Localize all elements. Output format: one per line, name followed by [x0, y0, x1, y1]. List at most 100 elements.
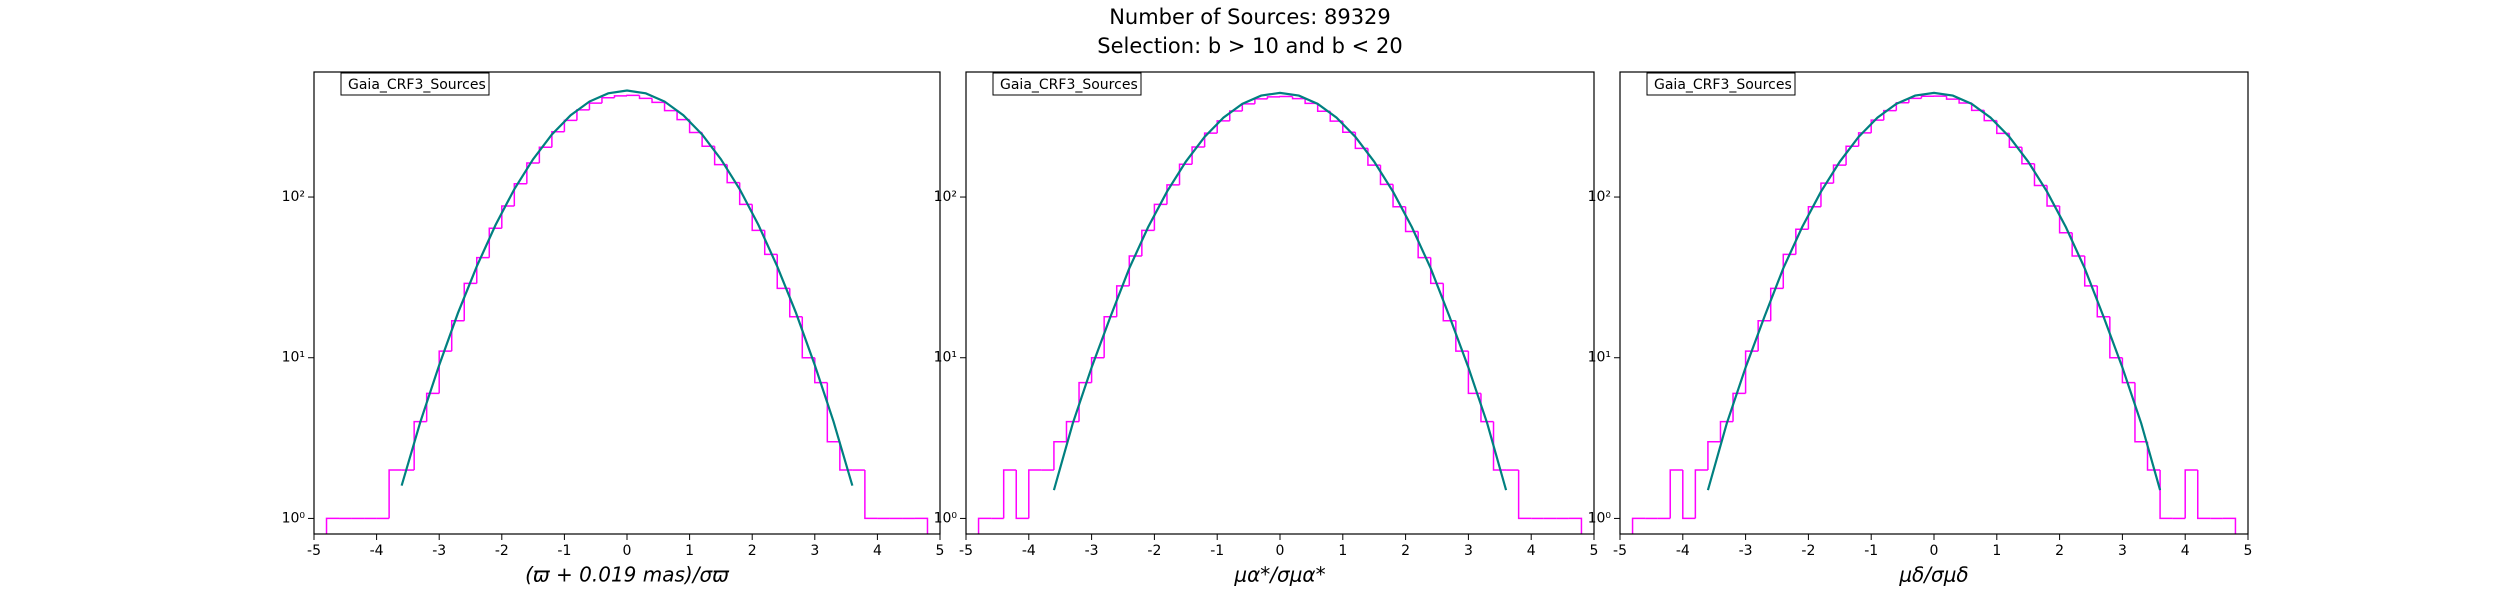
histogram-bin	[1115, 285, 1130, 317]
legend-box	[992, 72, 1142, 96]
histogram-bin	[1807, 206, 1821, 230]
histogram-bin	[864, 470, 878, 520]
y-tick-label: 10²	[934, 189, 957, 205]
histogram-bin	[1153, 203, 1167, 231]
x-tick-label: 4	[873, 543, 882, 559]
histogram-bin	[563, 119, 577, 132]
histogram-bin	[1631, 517, 1646, 534]
histogram-bin	[688, 119, 703, 134]
histogram-bin	[1492, 421, 1507, 471]
x-tick-label: -1	[557, 543, 571, 559]
histogram-bin	[1241, 103, 1255, 112]
histogram-bin	[576, 109, 590, 121]
histogram-bin	[513, 182, 527, 206]
x-tick-label: -4	[370, 543, 384, 559]
y-tick-label: 10¹	[282, 350, 305, 366]
histogram-bin	[1857, 132, 1872, 147]
histogram-bin	[1757, 319, 1771, 352]
histogram-bin	[1229, 110, 1243, 121]
x-tick-label: -3	[1739, 543, 1753, 559]
histogram-bin	[977, 517, 992, 534]
fit-line	[1052, 91, 1508, 491]
y-tick-label: 10⁰	[1588, 510, 1612, 526]
histogram-bin	[488, 227, 502, 258]
histogram-bin	[1568, 517, 1583, 534]
histogram-bin	[1769, 287, 1784, 321]
histogram-bin	[1166, 184, 1180, 205]
y-tick-label: 10⁰	[282, 510, 306, 526]
x-tick-label: -1	[1864, 543, 1878, 559]
legend-box	[340, 72, 490, 96]
fit-line	[1706, 91, 2162, 491]
histogram-bin	[2222, 517, 2237, 534]
histogram-bin	[501, 205, 515, 229]
histogram-bin	[1304, 98, 1318, 105]
histogram-bin	[425, 392, 440, 422]
x-tick-label: -5	[307, 543, 321, 559]
histogram-bin	[1002, 469, 1017, 519]
x-tick-label: 4	[2181, 543, 2190, 559]
x-tick-label: -2	[1801, 543, 1815, 559]
x-axis-label: μα*/σμα*	[1233, 563, 1325, 587]
x-tick-label: 0	[1276, 543, 1285, 559]
histogram-bin	[1266, 96, 1280, 99]
histogram-bin	[2197, 470, 2211, 520]
histogram-bin	[450, 319, 465, 352]
x-axis-label: (ϖ + 0.019 mas)/σϖ	[525, 563, 730, 587]
histogram-bin	[613, 95, 627, 98]
x-tick-label: -5	[959, 543, 973, 559]
y-tick-label: 10²	[1588, 189, 1611, 205]
histogram-bin	[1694, 469, 1708, 519]
x-tick-label: -1	[1210, 543, 1224, 559]
x-tick-label: -4	[1676, 543, 1690, 559]
histogram-bin	[1782, 253, 1796, 289]
legend-label: Gaia_CRF3_Sources	[1000, 77, 1138, 93]
x-tick-label: 4	[1527, 543, 1536, 559]
legend-label: Gaia_CRF3_Sources	[348, 77, 486, 93]
histogram-bin	[1845, 145, 1859, 166]
histogram-bin	[2159, 470, 2173, 520]
histogram-bin	[413, 420, 427, 471]
histogram-bin	[1191, 146, 1205, 165]
histogram-bin	[1832, 164, 1847, 184]
histogram-bin	[1141, 229, 1155, 256]
x-tick-label: 1	[1338, 543, 1347, 559]
x-tick-label: -2	[495, 543, 509, 559]
histogram-bin	[1090, 356, 1105, 383]
histogram-bin	[676, 110, 690, 121]
histogram-bin	[1203, 132, 1218, 147]
histogram-bin	[1719, 420, 1734, 442]
histogram-bin	[713, 146, 728, 166]
histogram-bin	[526, 162, 540, 184]
histogram-bin	[651, 98, 665, 104]
histogram-bin	[1216, 120, 1230, 134]
histogram-bin	[1883, 109, 1897, 121]
histogram-bin	[1920, 95, 1934, 99]
x-tick-label: -3	[1085, 543, 1099, 559]
histogram-bin	[1945, 96, 1960, 100]
fit-line	[400, 89, 854, 486]
histogram-bin	[1065, 420, 1080, 442]
x-tick-label: -5	[1613, 543, 1627, 559]
x-tick-label: 2	[1401, 543, 1410, 559]
histogram-bin	[476, 256, 490, 284]
x-tick-label: -2	[1147, 543, 1161, 559]
histogram-bin	[1291, 96, 1306, 100]
panel: -5 -4 -3 -2 -1 0 1 2 3 4 5 10⁰ 10¹ 10² μδ/σμδ Gaia_CRF3…	[1588, 71, 2253, 587]
histogram-bin	[2096, 285, 2110, 318]
axes-frame	[965, 71, 1595, 535]
histogram-bin	[1707, 441, 1721, 471]
x-tick-label: 2	[748, 543, 757, 559]
histogram-bin	[1178, 163, 1193, 185]
histogram-bin	[1015, 470, 1029, 520]
x-tick-label: 1	[685, 543, 694, 559]
histogram-bin	[1128, 255, 1142, 286]
x-tick-label: 5	[2244, 543, 2253, 559]
figure-title: Number of Sources: 89329	[1109, 5, 1391, 29]
histogram-bin	[1795, 228, 1809, 255]
histogram-bin	[2146, 441, 2161, 471]
histogram-bin	[2184, 469, 2198, 519]
x-tick-label: 5	[936, 543, 945, 559]
figure-subtitle: Selection: b > 10 and b < 20	[1097, 34, 1402, 58]
